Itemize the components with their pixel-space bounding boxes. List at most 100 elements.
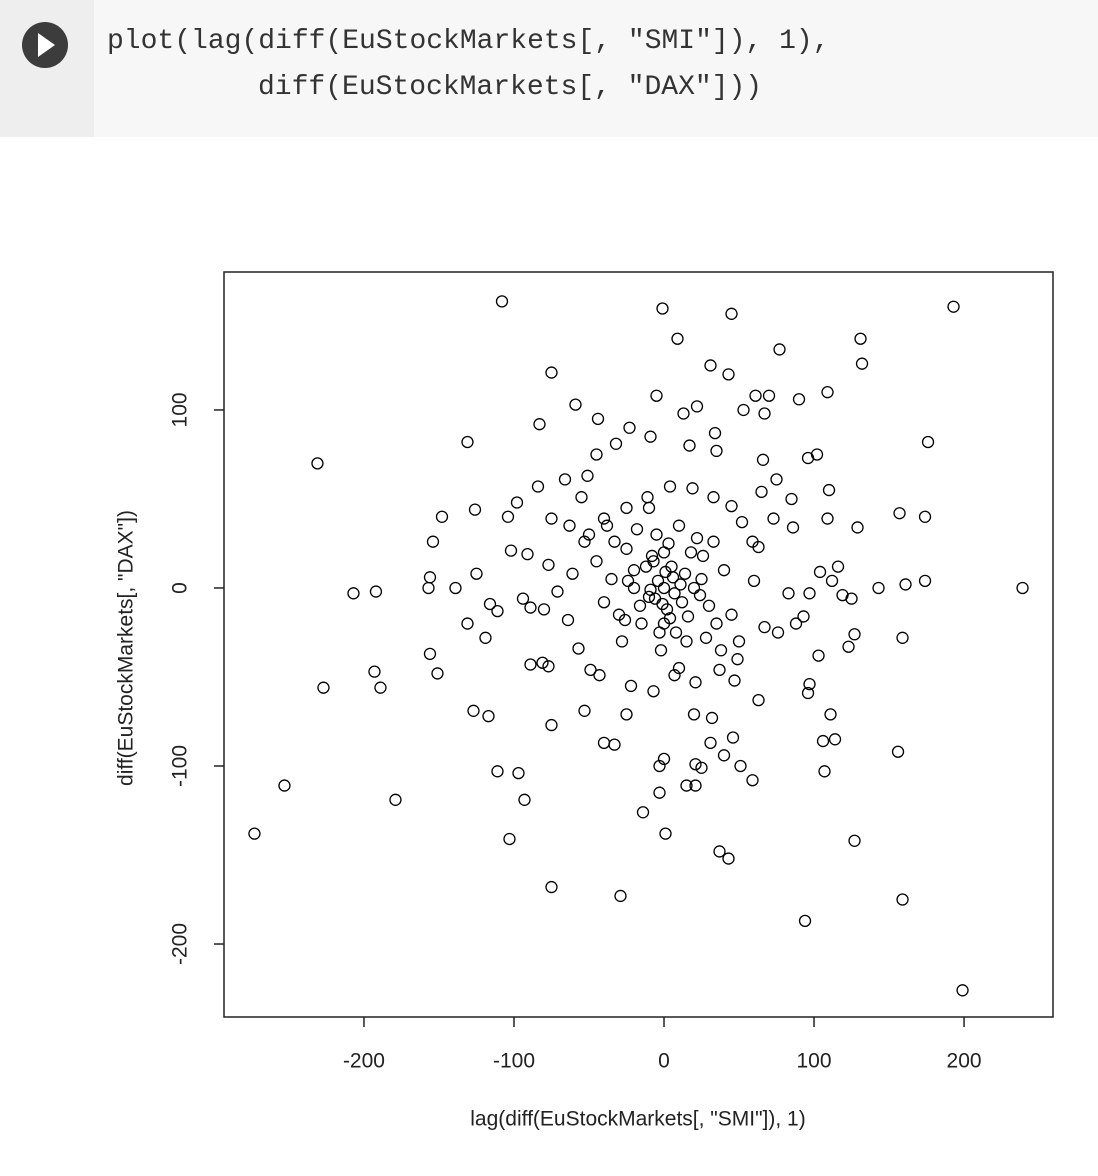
point xyxy=(578,535,591,548)
point xyxy=(893,507,906,520)
point xyxy=(608,738,621,751)
point xyxy=(479,631,492,644)
point xyxy=(536,656,549,669)
point xyxy=(663,480,677,493)
x-tick-label: 200 xyxy=(947,1050,982,1073)
y-tick-label: 100 xyxy=(169,392,192,427)
point xyxy=(657,581,671,595)
point xyxy=(423,647,437,660)
point xyxy=(746,774,759,787)
point xyxy=(696,549,710,563)
point xyxy=(845,592,858,605)
point xyxy=(389,793,402,806)
point xyxy=(642,501,656,515)
point xyxy=(722,368,735,381)
point xyxy=(921,435,935,449)
point xyxy=(822,483,836,497)
point xyxy=(575,491,588,504)
point xyxy=(896,631,909,644)
point xyxy=(680,635,693,648)
point xyxy=(813,565,827,579)
point xyxy=(687,708,701,721)
point xyxy=(659,827,672,840)
point xyxy=(659,565,672,579)
point xyxy=(689,758,702,771)
point xyxy=(278,779,291,792)
point xyxy=(503,832,516,846)
point xyxy=(470,567,483,580)
point xyxy=(671,332,684,345)
point xyxy=(704,359,717,372)
point xyxy=(615,635,629,648)
point xyxy=(545,512,558,525)
point xyxy=(899,578,912,591)
point xyxy=(663,612,677,625)
point xyxy=(504,544,518,557)
x-axis-label: lag(diff(EuStockMarkets[, "SMI"]), 1) xyxy=(470,1108,805,1131)
point xyxy=(605,572,618,586)
point xyxy=(746,535,759,548)
point xyxy=(677,407,690,420)
point xyxy=(855,357,869,370)
point xyxy=(563,519,576,532)
point xyxy=(681,610,695,623)
point xyxy=(842,640,855,653)
point xyxy=(689,676,702,689)
point xyxy=(578,704,591,717)
point xyxy=(608,535,621,548)
point xyxy=(668,587,681,600)
point xyxy=(824,708,837,721)
point xyxy=(707,535,720,548)
point xyxy=(669,626,683,639)
plot-box xyxy=(223,271,1054,1018)
point xyxy=(810,448,824,461)
point xyxy=(725,307,738,320)
point xyxy=(828,733,842,746)
point xyxy=(653,759,666,773)
point xyxy=(368,665,381,678)
code-line: plot(lag(diff(EuStockMarkets[, "SMI"]), … xyxy=(107,26,830,57)
point xyxy=(767,512,780,525)
point xyxy=(593,669,606,682)
point xyxy=(542,558,555,571)
point xyxy=(524,658,537,671)
point xyxy=(714,644,728,657)
point xyxy=(591,412,605,426)
point xyxy=(510,496,524,509)
point xyxy=(584,663,597,677)
point xyxy=(423,571,437,584)
point xyxy=(674,578,687,591)
point xyxy=(347,587,360,600)
point xyxy=(483,597,497,611)
point xyxy=(758,620,771,634)
point xyxy=(609,437,623,450)
point xyxy=(623,421,636,434)
point xyxy=(687,581,701,595)
point xyxy=(896,893,909,906)
point xyxy=(831,560,845,573)
point xyxy=(621,574,635,588)
point xyxy=(797,610,810,623)
point xyxy=(653,626,666,639)
point xyxy=(542,660,555,673)
point xyxy=(947,300,960,313)
point xyxy=(762,389,776,402)
point xyxy=(702,599,716,612)
point xyxy=(717,564,731,577)
point xyxy=(531,480,545,493)
run-button[interactable] xyxy=(0,0,94,137)
point xyxy=(818,765,831,778)
point xyxy=(597,596,611,609)
point xyxy=(792,393,806,406)
point xyxy=(651,574,665,588)
point xyxy=(717,749,731,762)
code-cell: plot(lag(diff(EuStockMarkets[, "SMI"]), … xyxy=(0,0,1098,137)
point xyxy=(752,693,765,707)
point xyxy=(644,430,657,443)
point xyxy=(734,759,747,773)
x-tick-label: 0 xyxy=(658,1050,670,1073)
point xyxy=(758,407,771,420)
point xyxy=(566,567,579,580)
point xyxy=(627,564,641,577)
point xyxy=(618,613,632,627)
